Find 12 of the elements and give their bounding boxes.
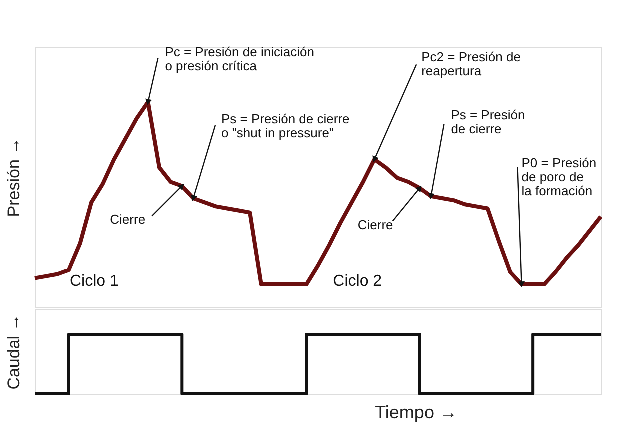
y-axis-title: Presión →	[4, 138, 24, 218]
annotation: Ciclo 1	[70, 273, 119, 290]
text: Pc = Presión de iniciación o presión crítica	[165, 44, 314, 74]
annotation: Cierre	[358, 217, 394, 232]
x-axis-title: Tiempo →	[375, 402, 458, 422]
y-axis-title: Caudal →	[4, 314, 24, 390]
annotation: Ps = Presión de cierre	[451, 107, 526, 136]
annotation: Cierre	[110, 212, 146, 228]
annotation: Ciclo 2	[333, 273, 382, 290]
annotation: P0 = Presión de poro de la formación	[522, 155, 597, 198]
text: Pc2 = Presión de reapertura	[422, 50, 521, 79]
annotation: Ps = Presión de cierre o "shut in pressure"	[221, 111, 350, 140]
